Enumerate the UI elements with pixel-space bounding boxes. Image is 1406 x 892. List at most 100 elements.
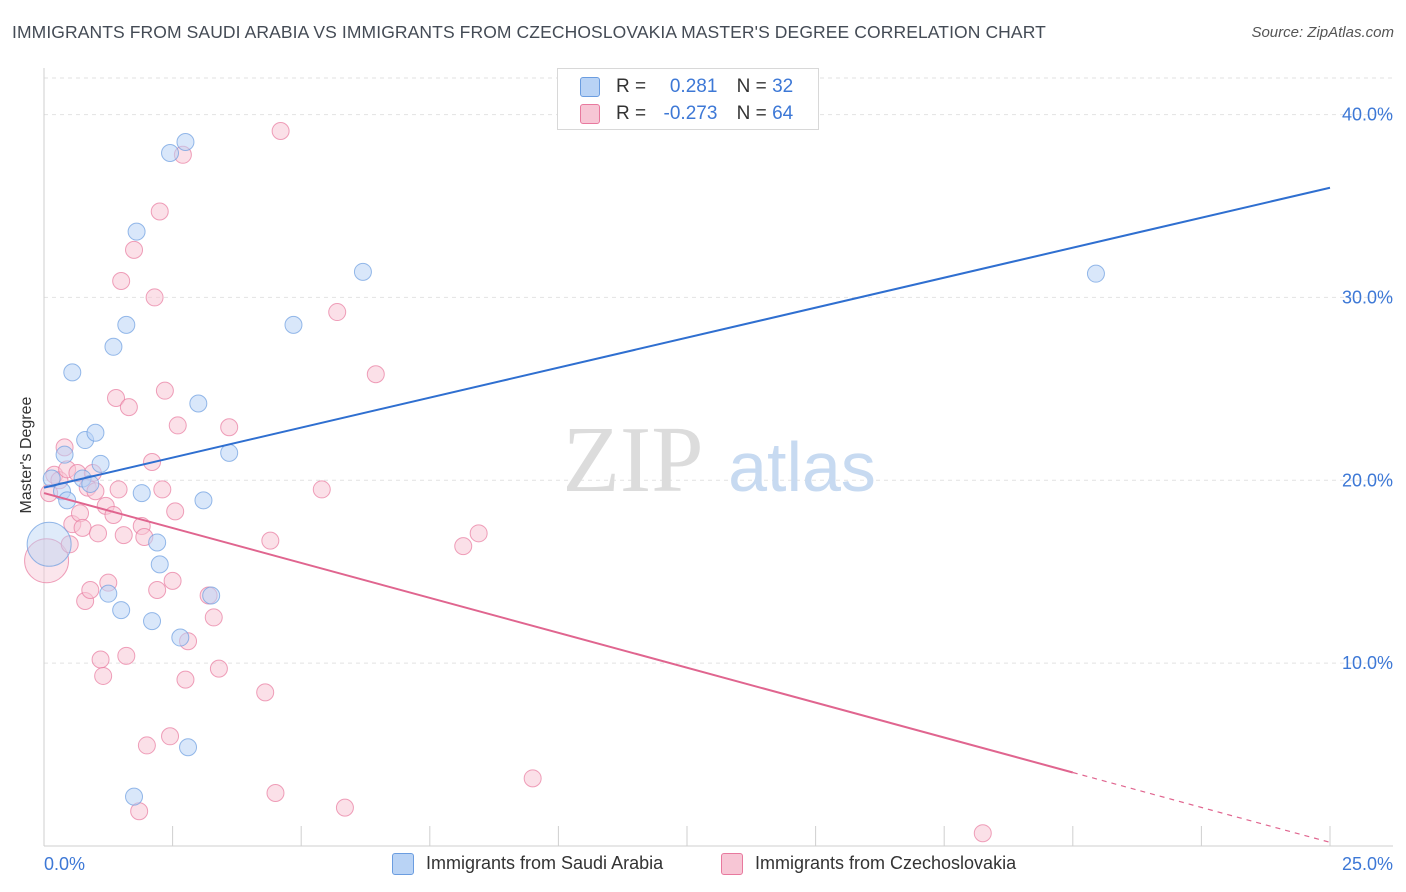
legend-n-value: 64 (772, 103, 794, 124)
point-czechoslovakia (454, 537, 473, 556)
point-saudi-arabia (86, 423, 105, 442)
point-czechoslovakia (523, 769, 542, 788)
watermark-zip: ZIP (563, 408, 704, 512)
point-saudi-arabia (220, 443, 239, 462)
point-czechoslovakia (328, 303, 347, 322)
point-saudi-arabia (26, 521, 72, 567)
point-saudi-arabia (99, 584, 118, 603)
point-saudi-arabia (189, 394, 208, 413)
point-czechoslovakia (163, 571, 182, 590)
point-saudi-arabia (284, 315, 303, 334)
point-saudi-arabia (176, 133, 195, 151)
chart-title: IMMIGRANTS FROM SAUDI ARABIA VS IMMIGRAN… (12, 22, 1046, 42)
point-czechoslovakia (176, 670, 195, 689)
legend-r-label: R = (616, 76, 647, 97)
legend-r-value: 0.281 (669, 76, 718, 97)
point-saudi-arabia (148, 533, 167, 552)
bottom-legend-swatch-czechoslovakia (721, 853, 743, 875)
point-czechoslovakia (125, 240, 144, 259)
point-czechoslovakia (119, 398, 138, 417)
point-czechoslovakia (261, 531, 280, 550)
point-saudi-arabia (63, 363, 82, 382)
point-czechoslovakia (107, 389, 126, 407)
legend-swatch-czechoslovakia (580, 104, 600, 124)
legend-n-value: 32 (772, 76, 794, 97)
point-czechoslovakia (168, 416, 187, 435)
x-tick-label-min: 0.0% (44, 854, 85, 874)
legend-swatch-saudi-arabia (580, 77, 600, 97)
trendline-saudi-arabia (43, 186, 1331, 489)
legend-n-label: N = (736, 76, 767, 97)
point-czechoslovakia (73, 518, 92, 537)
point-saudi-arabia (91, 454, 110, 473)
point-czechoslovakia (81, 581, 100, 599)
y-axis-label: Master's Degree (18, 396, 35, 514)
point-saudi-arabia (171, 628, 190, 647)
point-czechoslovakia (112, 271, 131, 290)
point-czechoslovakia (155, 381, 174, 400)
point-saudi-arabia (42, 469, 61, 488)
point-saudi-arabia (353, 262, 372, 281)
point-saudi-arabia (127, 222, 146, 241)
point-czechoslovakia (335, 798, 354, 817)
point-czechoslovakia (469, 524, 488, 543)
point-czechoslovakia (150, 202, 169, 221)
grid-lines (44, 77, 1393, 664)
point-czechoslovakia (104, 506, 123, 525)
point-saudi-arabia (202, 586, 221, 605)
point-saudi-arabia (112, 601, 131, 620)
point-czechoslovakia (209, 659, 228, 678)
bottom-legend-label-czechoslovakia: Immigrants from Czechoslovakia (755, 853, 1017, 873)
point-czechoslovakia (117, 646, 136, 665)
watermark-atlas: atlas (728, 428, 876, 506)
point-saudi-arabia (143, 612, 162, 631)
point-czechoslovakia (161, 727, 180, 746)
point-czechoslovakia (256, 683, 275, 702)
point-czechoslovakia (266, 783, 285, 802)
point-czechoslovakia (114, 526, 133, 545)
point-czechoslovakia (148, 581, 167, 599)
point-saudi-arabia (117, 315, 136, 334)
point-czechoslovakia (24, 538, 70, 584)
bottom-legend-label-saudi-arabia: Immigrants from Saudi Arabia (426, 853, 664, 873)
point-czechoslovakia (137, 736, 156, 755)
trendline-czechoslovakia-extension (1072, 771, 1331, 843)
watermark: ZIP atlas (563, 408, 876, 512)
x-tick-label-max: 25.0% (1342, 854, 1393, 874)
point-saudi-arabia (132, 484, 151, 503)
point-czechoslovakia (220, 418, 239, 437)
point-saudi-arabia (1086, 264, 1105, 283)
point-czechoslovakia (366, 365, 385, 384)
point-saudi-arabia (194, 491, 213, 510)
point-czechoslovakia (109, 480, 128, 499)
axes (43, 68, 1393, 847)
point-czechoslovakia (71, 504, 90, 523)
point-saudi-arabia (179, 738, 198, 757)
point-saudi-arabia (81, 474, 100, 493)
source-label: Source: ZipAtlas.com (1251, 24, 1394, 41)
point-saudi-arabia (104, 337, 123, 356)
point-czechoslovakia (145, 288, 164, 307)
legend-r-value: -0.273 (663, 103, 718, 124)
point-czechoslovakia (94, 666, 113, 685)
point-czechoslovakia (312, 480, 331, 499)
bottom-legend-swatch-saudi-arabia (392, 853, 414, 875)
point-saudi-arabia (161, 143, 180, 162)
y-tick-label: 40.0% (1342, 105, 1393, 125)
point-czechoslovakia (166, 502, 185, 521)
legend-n-label: N = (736, 103, 767, 124)
point-saudi-arabia (150, 555, 169, 574)
y-tick-label: 10.0% (1342, 653, 1393, 673)
legend-r-label: R = (616, 103, 647, 124)
y-tick-label: 30.0% (1342, 287, 1393, 307)
point-czechoslovakia (89, 524, 108, 543)
correlation-legend: R = 0.281 N = 32 R = -0.273 N = 64 (557, 68, 819, 130)
point-czechoslovakia (153, 480, 172, 499)
point-saudi-arabia (125, 787, 144, 806)
y-tick-label: 20.0% (1342, 470, 1393, 490)
trendline-czechoslovakia (43, 492, 1074, 774)
point-czechoslovakia (271, 122, 290, 141)
point-czechoslovakia (91, 650, 110, 669)
point-saudi-arabia (55, 445, 74, 464)
